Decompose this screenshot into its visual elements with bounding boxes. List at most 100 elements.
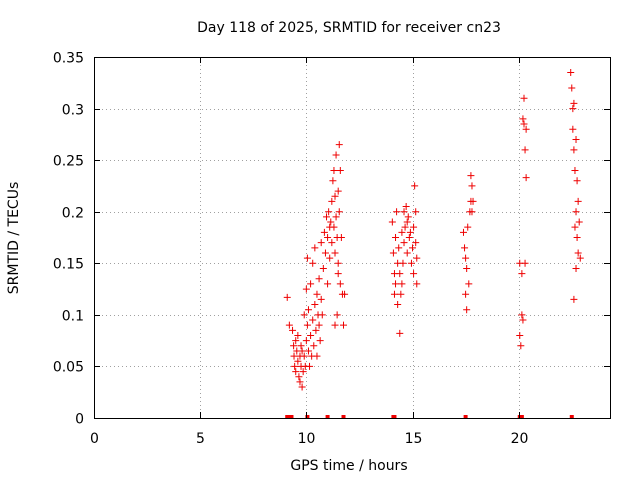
x-axis-ticks: 0 5 10 15 20 [90,57,528,447]
data-point [569,125,577,133]
data-point [337,234,345,241]
data-point [410,270,418,278]
data-point [330,166,338,174]
data-point [302,337,310,345]
data-point [290,342,298,350]
data-point [407,259,415,267]
data-point [310,342,318,350]
data-marks-layer [283,68,584,391]
data-point [295,373,303,381]
data-point [568,84,576,92]
data-point [297,342,305,350]
data-point [520,94,528,102]
data-point [413,280,421,288]
data-point [404,213,412,221]
data-point [468,182,476,190]
data-point [402,203,410,211]
plot-frame [94,57,611,419]
data-point [517,342,525,350]
rug-mark [392,415,397,419]
y-tick-label: 0.15 [53,257,84,273]
data-point [576,254,584,262]
data-point [300,352,308,360]
data-point [518,270,526,278]
data-point [331,321,339,329]
data-point [334,259,342,267]
data-point [462,254,470,262]
data-point [328,239,336,247]
data-point [465,280,473,288]
data-point [569,105,577,113]
y-tick-label: 0.3 [62,103,84,119]
data-point [334,187,342,195]
data-point [398,228,406,236]
rug-mark [519,415,524,419]
data-point [412,239,420,247]
data-point [332,213,340,221]
data-point [315,321,323,329]
data-point [318,311,326,319]
data-point [400,208,408,216]
data-point [395,244,403,252]
data-point [519,115,527,123]
data-point [574,197,582,205]
data-point [469,197,477,205]
data-point [400,239,408,247]
data-point [413,254,421,262]
data-point [304,306,312,314]
data-point [522,125,530,133]
data-point [328,197,336,205]
data-point [388,218,396,226]
data-point [394,301,402,309]
data-point [575,218,583,226]
data-point [292,368,300,376]
data-point [332,151,340,159]
data-point [571,223,579,231]
data-point [331,192,339,200]
data-point [315,275,323,283]
y-axis-label: SRMTID / TECUs [6,182,22,295]
data-point [411,182,419,190]
data-point [335,208,343,216]
data-point [292,337,300,345]
rug-mark [289,415,294,419]
x-tick-label: 20 [511,431,529,447]
data-point [459,228,467,236]
data-point [335,141,343,149]
data-point [406,228,414,236]
data-point [309,316,317,324]
y-tick-label: 0.2 [62,206,84,222]
data-point [396,329,404,337]
data-point [330,223,338,231]
data-point [396,270,404,278]
data-point [521,259,529,267]
data-point [573,234,581,241]
data-point [397,290,405,298]
data-point [311,244,319,252]
data-point [516,331,524,339]
rug-mark [341,415,346,419]
data-point [312,326,320,334]
data-point [325,208,333,216]
data-point [298,383,306,391]
data-point [405,234,413,241]
data-point [317,239,325,247]
data-point [296,378,304,386]
data-point [302,285,310,293]
rug-mark [325,415,330,419]
grid-layer [94,57,610,418]
data-point [574,249,582,257]
data-point [304,347,312,355]
rug-mark [569,415,574,419]
data-point [571,166,579,174]
data-point [324,280,332,288]
data-point [341,290,349,298]
data-point [306,362,314,370]
data-point [289,326,297,334]
data-point [307,331,315,339]
data-point [334,270,342,278]
rug-mark [463,415,468,419]
data-point [309,259,317,267]
data-point [467,172,475,180]
